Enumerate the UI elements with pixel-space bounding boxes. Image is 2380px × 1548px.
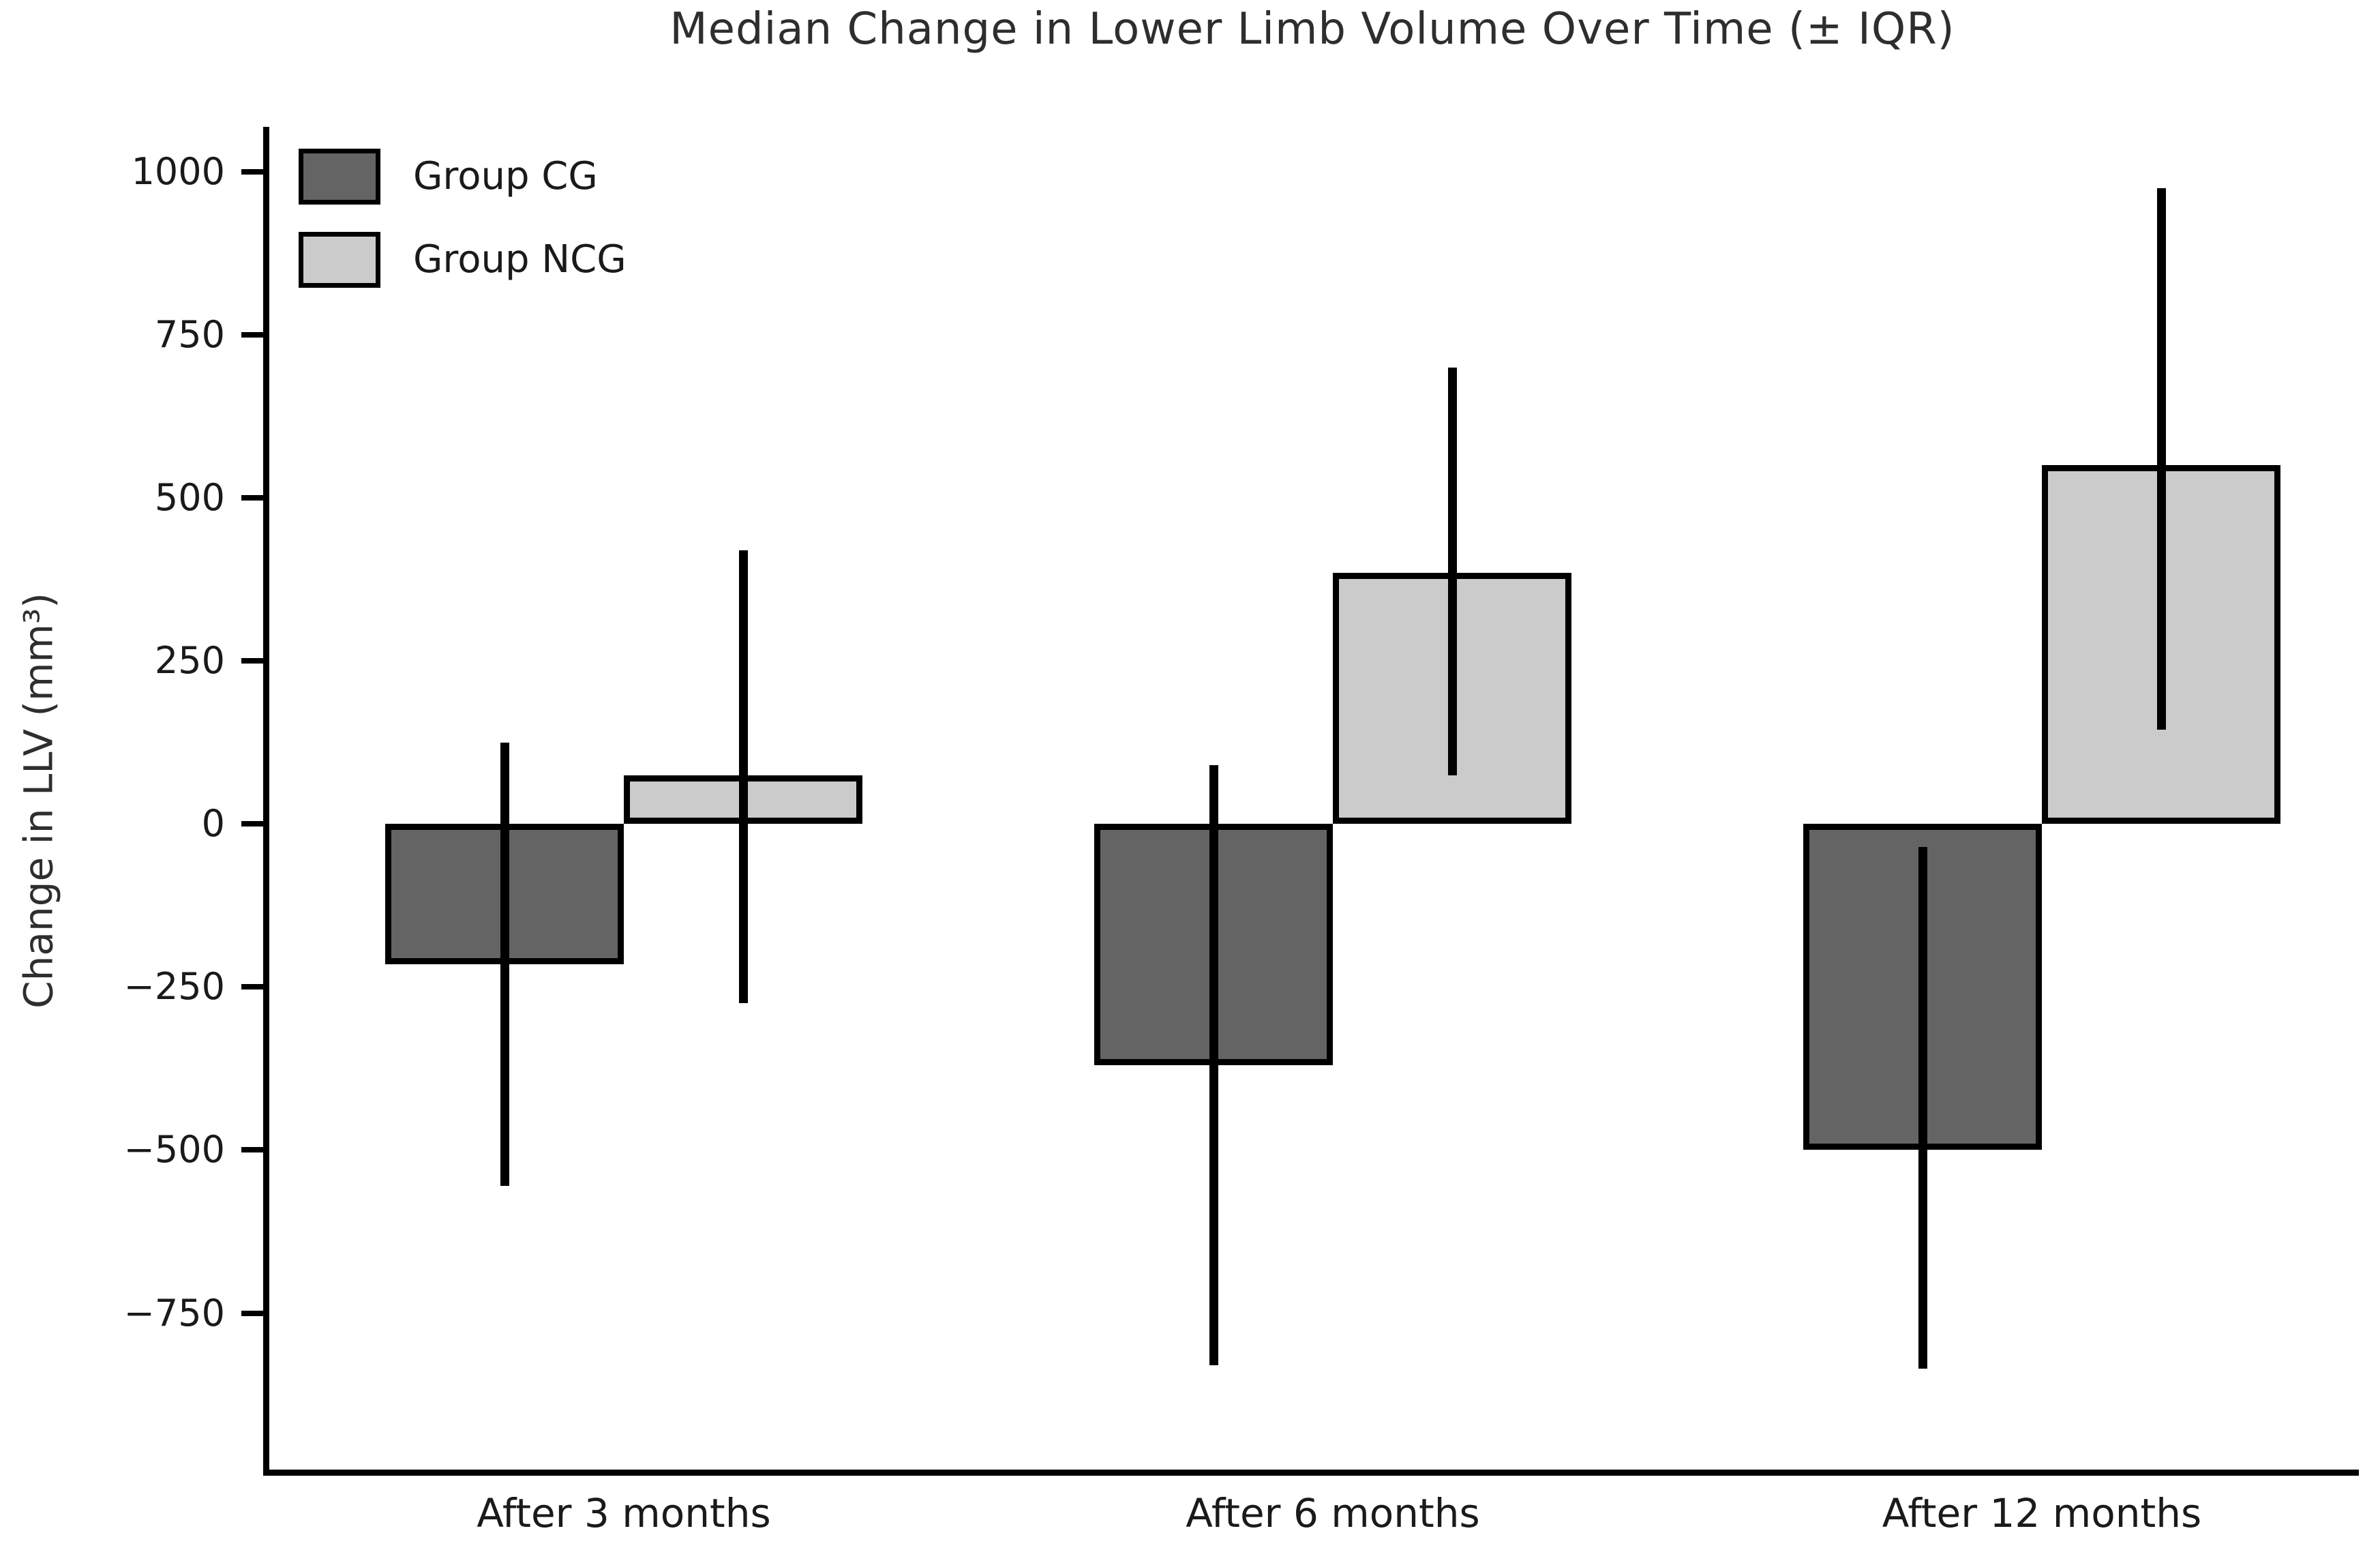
- iqr-whisker-group-cg-1: [500, 742, 509, 1187]
- y-tick-mark: [241, 169, 266, 175]
- y-tick-label: 1000: [131, 150, 225, 194]
- legend-swatch-group-cg: [299, 149, 380, 205]
- x-tick-label: After 3 months: [477, 1490, 771, 1536]
- legend-swatch-group-ncg: [299, 232, 380, 288]
- chart-title: Median Change in Lower Limb Volume Over …: [669, 4, 1955, 55]
- iqr-whisker-group-ncg-1: [739, 550, 748, 1004]
- iqr-whisker-group-cg-2: [1209, 765, 1218, 1365]
- x-axis-spine: [263, 1470, 2359, 1476]
- y-tick-label: −500: [123, 1128, 225, 1172]
- y-tick-label: −250: [123, 965, 225, 1009]
- x-tick-label: After 6 months: [1186, 1490, 1480, 1536]
- y-tick-label: 250: [154, 639, 225, 683]
- iqr-whisker-group-cg-3: [1918, 846, 1927, 1369]
- y-tick-mark: [241, 332, 266, 338]
- y-tick-mark: [241, 1310, 266, 1316]
- y-tick-label: 750: [154, 313, 225, 357]
- iqr-whisker-group-ncg-2: [1448, 368, 1457, 775]
- y-tick-mark: [241, 984, 266, 990]
- y-tick-mark: [241, 1147, 266, 1153]
- y-tick-mark: [241, 495, 266, 501]
- legend-label: Group NCG: [413, 237, 627, 282]
- y-axis-spine: [263, 127, 269, 1476]
- y-tick-label: −750: [123, 1291, 225, 1335]
- legend-label: Group CG: [413, 154, 598, 198]
- iqr-whisker-group-ncg-3: [2157, 188, 2166, 730]
- y-tick-label: 0: [201, 802, 225, 846]
- y-tick-mark: [241, 658, 266, 664]
- x-tick-label: After 12 months: [1882, 1490, 2202, 1536]
- y-tick-mark: [241, 821, 266, 827]
- y-tick-label: 500: [154, 476, 225, 520]
